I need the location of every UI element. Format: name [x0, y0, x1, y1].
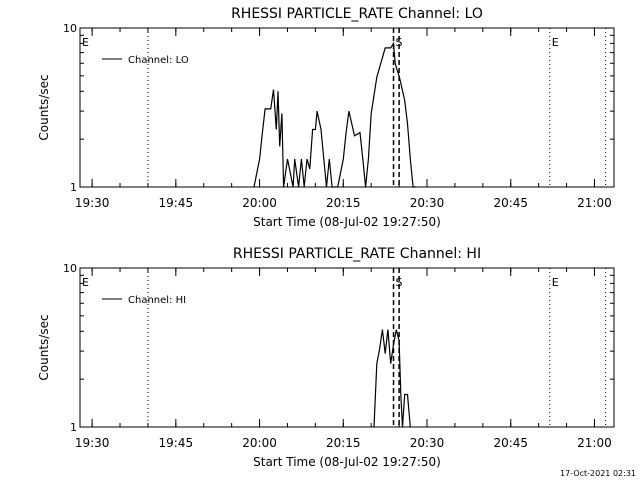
event-marker-label: E: [552, 276, 559, 289]
x-tick-label: 19:30: [75, 196, 110, 210]
series-line: [253, 41, 416, 188]
x-tick-label: 19:45: [159, 436, 194, 450]
hi-channel-panel: RHESSI PARTICLE_RATE Channel: HI Counts/s…: [37, 246, 615, 469]
x-tick-label: 20:30: [410, 196, 445, 210]
event-marker-label: E: [552, 36, 559, 49]
plot-frame: [79, 27, 615, 188]
lo-channel-panel: RHESSI PARTICLE_RATE Channel: LO Counts/s…: [37, 6, 615, 229]
y-tick-label: 10: [63, 262, 77, 275]
x-tick-label: 20:00: [242, 196, 277, 210]
x-tick-label: 20:15: [326, 196, 361, 210]
print-timestamp: 17-Oct-2021 02:31: [560, 469, 636, 478]
x-tick-label: 19:45: [159, 196, 194, 210]
legend-label: Channel: HI: [128, 295, 186, 306]
chart-title: RHESSI PARTICLE_RATE Channel: LO: [231, 6, 483, 22]
event-marker-label: E: [82, 276, 89, 289]
plot-frame: [79, 267, 615, 428]
x-tick-label: 21:00: [577, 436, 612, 450]
y-tick-label: 10: [63, 22, 77, 35]
event-marker-label: S: [396, 276, 403, 289]
y-tick-label: 1: [70, 181, 77, 194]
x-axis-label: Start Time (08-Jul-02 19:27:50): [253, 215, 441, 229]
y-tick-label: 1: [70, 421, 77, 434]
y-axis-label: Counts/sec: [37, 74, 51, 140]
event-marker-label: E: [82, 36, 89, 49]
x-tick-label: 20:15: [326, 436, 361, 450]
x-tick-label: 20:00: [242, 436, 277, 450]
x-tick-label: 20:45: [493, 436, 528, 450]
x-tick-label: 19:30: [75, 436, 110, 450]
event-marker-label: S: [396, 36, 403, 49]
x-tick-label: 21:00: [577, 196, 612, 210]
x-tick-label: 20:45: [493, 196, 528, 210]
x-tick-label: 20:30: [410, 436, 445, 450]
series-line: [373, 329, 411, 428]
chart-title: RHESSI PARTICLE_RATE Channel: HI: [233, 246, 481, 262]
y-axis-label: Counts/sec: [37, 314, 51, 380]
legend-label: Channel: LO: [128, 55, 189, 66]
x-axis-label: Start Time (08-Jul-02 19:27:50): [253, 455, 441, 469]
